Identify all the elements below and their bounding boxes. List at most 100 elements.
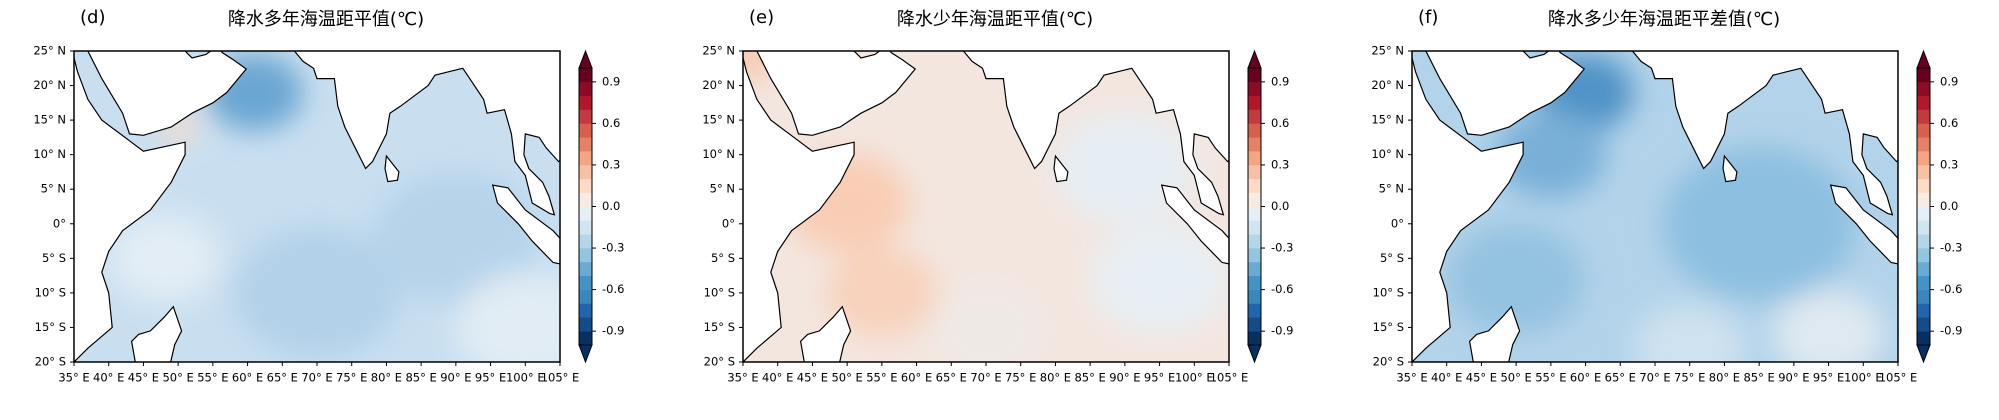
lon-tick-label: 75° E (336, 371, 367, 385)
lat-tick-label: 20° N (1371, 78, 1404, 92)
lat-tick-label: 20° S (35, 355, 66, 369)
lon-tick-label: 85° E (405, 371, 436, 385)
field-blob (455, 272, 560, 362)
colorbar-bin (1248, 178, 1261, 193)
colorbar: 0.9 0.6 0.3 0.0 -0.3 -0.6 -0.9 (1247, 49, 1293, 364)
colorbar-bin (579, 289, 592, 304)
lon-tick-label: 90° E (1109, 371, 1140, 385)
colorbar-bin (1917, 289, 1930, 304)
field-blob (930, 283, 1042, 362)
coastline (87, 51, 248, 136)
colorbar-bin (1917, 303, 1930, 318)
lon-tick-label: 95° E (1144, 371, 1175, 385)
lat-tick-label: 10° S (1373, 285, 1404, 299)
field-blobs (1446, 53, 1885, 362)
colorbar-bin (579, 178, 592, 193)
colorbar-bin (579, 275, 592, 290)
lon-tick-label: 40° E (93, 371, 124, 385)
field-blob (108, 214, 220, 303)
colorbar-tick-label: -0.6 (1940, 282, 1962, 296)
colorbar-bin (1917, 81, 1930, 96)
colorbar-bin (1917, 178, 1930, 193)
lat-tick-label: 15° N (33, 113, 66, 127)
lat-tick-label: 15° N (1371, 113, 1404, 127)
lon-tick-label: 70° E (970, 371, 1001, 385)
colorbar-bin (1248, 123, 1261, 138)
colorbar: 0.9 0.6 0.3 0.0 -0.3 -0.6 -0.9 (1916, 49, 1962, 364)
colorbar-tick-label: 0.3 (1940, 157, 1958, 171)
lat-tick-label: 10° S (35, 285, 66, 299)
panel-label: (d) (80, 7, 105, 28)
field-blob (1634, 303, 1746, 362)
panel-title: 降水多年海温距平值(℃) (228, 9, 424, 30)
map-panel: (e) 降水少年海温距平值(℃) 25° N 20° N 15° N 10° N 5° N 0… (702, 7, 1293, 385)
lon-tick-label: 50° E (1500, 371, 1531, 385)
coastline (1722, 154, 1738, 183)
colorbar-bin (1917, 206, 1930, 221)
lat-tick-label: 20° N (702, 78, 735, 92)
colorbar-bin (579, 68, 592, 83)
coastline (1425, 51, 1586, 136)
lat-tick-label: 10° N (33, 147, 66, 161)
lon-tick-label: 60° E (1570, 371, 1601, 385)
lat-tick-label: 10° N (1371, 147, 1404, 161)
panel-title: 降水多少年海温距平差值(℃) (1548, 9, 1780, 30)
colorbar-bin (579, 137, 592, 152)
colorbar-bin (579, 95, 592, 110)
lat-tick-label: 5° N (41, 182, 66, 196)
lon-tick-label: 55° E (197, 371, 228, 385)
colorbar-bin (1917, 109, 1930, 124)
colorbar-tick-label: 0.0 (1271, 199, 1289, 213)
lat-tick-label: 15° S (1373, 320, 1404, 334)
lon-tick-label: 100° E (1175, 371, 1214, 385)
map-field (743, 51, 1229, 362)
colorbar-tick-label: 0.9 (602, 74, 620, 88)
lon-tick-label: 45° E (797, 371, 828, 385)
colorbar-tick-label: -0.3 (602, 241, 624, 255)
colorbar-bin (1248, 331, 1261, 346)
lon-tick-label: 95° E (1813, 371, 1844, 385)
colorbar-tick-label: 0.9 (1940, 74, 1958, 88)
colorbar-bin (1248, 151, 1261, 166)
coastline (743, 55, 855, 362)
colorbar-bin (579, 192, 592, 207)
colorbar-extend-top (578, 49, 593, 69)
field-blob (1661, 146, 1857, 302)
colorbar-bin (1248, 220, 1261, 235)
colorbar-bin (1917, 248, 1930, 263)
map-panel: (f) 降水多少年海温距平差值(℃) 25° N 20° N 15° N 10° N 5° … (1371, 7, 1962, 385)
colorbar-bin (579, 220, 592, 235)
colorbar-bin (579, 303, 592, 318)
colorbar-bin (579, 317, 592, 332)
lat-tick-label: 5° S (42, 251, 66, 265)
lon-tick-label: 70° E (1639, 371, 1670, 385)
lat-tick-label: 25° N (33, 44, 66, 58)
lat-tick-label: 25° N (702, 44, 735, 58)
lat-tick-label: 25° N (1371, 44, 1404, 58)
coastline (1053, 154, 1069, 183)
field-blob (1446, 223, 1586, 335)
coastline (1160, 184, 1229, 265)
colorbar-bin (1248, 289, 1261, 304)
lat-tick-label: 20° N (33, 78, 66, 92)
colorbar-tick-label: 0.6 (1271, 116, 1289, 130)
lon-tick-label: 105° E (1879, 371, 1918, 385)
lon-tick-label: 55° E (866, 371, 897, 385)
colorbar-extend-bottom (1916, 344, 1931, 364)
lon-tick-label: 85° E (1743, 371, 1774, 385)
colorbar-bin (579, 164, 592, 180)
colorbar-bin (1917, 331, 1930, 346)
colorbar-tick-label: 0.6 (602, 116, 620, 130)
lon-tick-label: 60° E (901, 371, 932, 385)
colorbar-extend-bottom (1247, 344, 1262, 364)
field-blob (1773, 290, 1885, 362)
field-blob (826, 248, 938, 338)
colorbar-bin (579, 151, 592, 166)
coastline (1829, 184, 1898, 265)
field-blob (233, 226, 401, 360)
map-panel: (d) 降水多年海温距平值(℃) 25° N 20° N 15° N 10° N 5° N 0… (33, 7, 624, 385)
lat-tick-label: 10° N (702, 147, 735, 161)
colorbar-bin (1248, 206, 1261, 221)
colorbar: 0.9 0.6 0.3 0.0 -0.3 -0.6 -0.9 (578, 49, 624, 364)
colorbar-tick-label: 0.3 (602, 157, 620, 171)
